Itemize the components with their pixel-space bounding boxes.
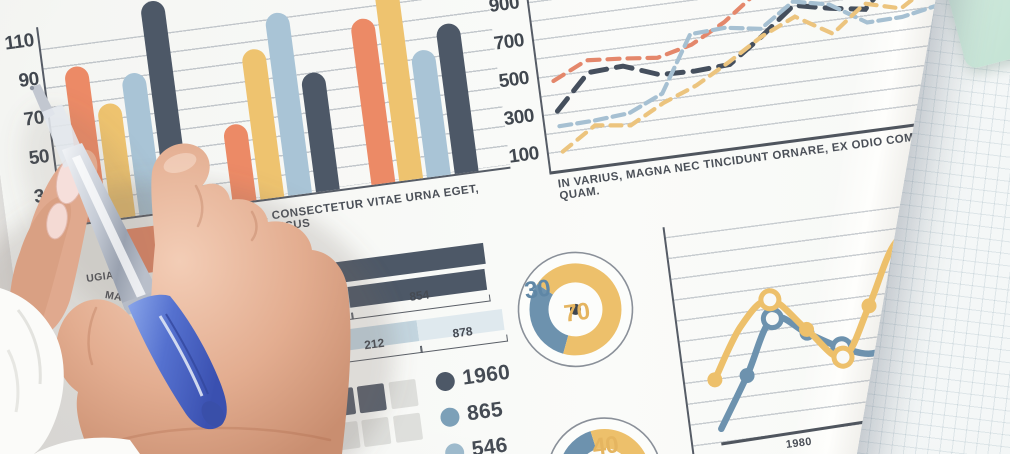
series-light-blue (546, 0, 1010, 126)
dashed-line-chart: 900 700 500 300 100 (522, 0, 1010, 175)
donut-center-dot (569, 303, 581, 315)
sleeve (0, 288, 140, 454)
filled-marker (798, 321, 815, 338)
pen-barrel-highlight (72, 155, 148, 302)
filled-marker (706, 371, 723, 388)
pen-cap-highlight (158, 315, 204, 397)
hand (56, 143, 351, 454)
fingernail-2 (46, 202, 68, 240)
series-yellow (547, 0, 1010, 152)
fingertip-highlight (163, 152, 197, 174)
pen-cap (128, 294, 227, 430)
line-chart-series (524, 0, 1010, 171)
hollow-marker (760, 290, 780, 310)
filled-marker (861, 297, 878, 314)
pen-point (29, 85, 35, 91)
pen-cap-clip-line (165, 313, 209, 395)
donut-slice (535, 258, 627, 360)
series-navy (541, 0, 1010, 111)
donut-slice (590, 423, 654, 454)
donut-slice (526, 281, 571, 358)
filled-marker (739, 367, 756, 384)
series-orange (542, 0, 1010, 81)
donut-1 (503, 236, 649, 382)
hollow-marker (833, 347, 853, 367)
pen-cap-end (201, 401, 225, 427)
